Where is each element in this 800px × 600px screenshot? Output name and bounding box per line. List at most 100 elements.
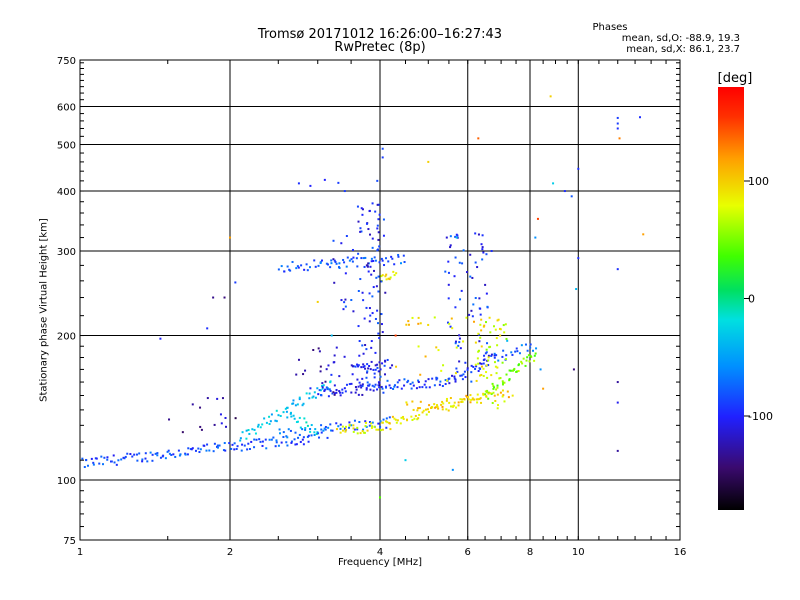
echo-point <box>477 332 480 335</box>
echo-point <box>309 428 312 431</box>
echo-point <box>361 291 364 294</box>
echo-point <box>172 453 175 456</box>
echo-point <box>480 318 483 321</box>
echo-point <box>381 147 384 150</box>
echo-point <box>385 278 388 281</box>
echo-point <box>250 440 253 443</box>
echo-point <box>286 416 289 419</box>
echo-point <box>442 364 445 367</box>
echo-point <box>419 373 422 376</box>
echo-point <box>453 401 456 404</box>
echo-point <box>462 373 465 376</box>
echo-point <box>577 257 580 260</box>
echo-point <box>471 276 474 279</box>
echo-point <box>366 370 369 373</box>
echo-point <box>395 421 398 424</box>
echo-point <box>400 416 403 419</box>
echo-point <box>314 265 317 268</box>
echo-point <box>436 404 439 407</box>
echo-point <box>393 274 396 277</box>
echo-point <box>358 421 361 424</box>
echo-point <box>305 421 308 424</box>
echo-point <box>403 378 406 381</box>
echo-point <box>388 416 391 419</box>
echo-point <box>484 390 487 393</box>
echo-point <box>316 431 319 434</box>
echo-point <box>378 213 381 216</box>
echo-point <box>359 432 362 435</box>
echo-point <box>475 365 478 368</box>
echo-point <box>199 406 202 409</box>
y-tick-label: 200 <box>57 332 76 343</box>
echo-point <box>516 350 519 353</box>
echo-point <box>357 220 360 223</box>
echo-point <box>476 398 479 401</box>
echo-point <box>348 421 351 424</box>
echo-point <box>481 246 484 249</box>
echo-point <box>359 230 362 233</box>
echo-point <box>308 266 311 269</box>
echo-point <box>436 377 439 380</box>
echo-point <box>487 397 490 400</box>
echo-point <box>496 384 499 387</box>
echo-point <box>224 425 227 428</box>
echo-point <box>297 436 300 439</box>
echo-point <box>355 257 358 260</box>
echo-point <box>461 398 464 401</box>
echo-point <box>639 116 642 119</box>
echo-point <box>277 268 280 271</box>
echo-point <box>323 389 326 392</box>
echo-point <box>447 283 450 286</box>
echo-point <box>179 453 182 456</box>
echo-point <box>370 360 373 363</box>
echo-point <box>187 447 190 450</box>
echo-point <box>279 432 282 435</box>
echo-point <box>425 386 428 389</box>
echo-point <box>292 402 295 405</box>
echo-point <box>482 392 485 395</box>
echo-point <box>317 347 320 350</box>
echo-point <box>302 373 305 376</box>
echo-point <box>427 378 430 381</box>
echo-point <box>417 316 420 319</box>
echo-point <box>293 417 296 420</box>
echo-point <box>335 428 338 431</box>
echo-point <box>529 343 532 346</box>
echo-point <box>370 426 373 429</box>
echo-point <box>364 344 367 347</box>
echo-point <box>253 438 256 441</box>
echo-point <box>223 442 226 445</box>
echo-point <box>374 210 377 213</box>
echo-point <box>455 236 458 239</box>
echo-point <box>507 396 510 399</box>
echo-point <box>480 401 483 404</box>
echo-point <box>415 387 418 390</box>
echo-point <box>245 437 248 440</box>
echo-point <box>320 431 323 434</box>
echo-point <box>363 431 366 434</box>
echo-point <box>287 428 290 431</box>
echo-point <box>303 417 306 420</box>
echo-point <box>421 411 424 414</box>
echo-point <box>454 340 457 343</box>
echo-point <box>382 391 385 394</box>
echo-point <box>360 207 363 210</box>
echo-point <box>520 344 523 347</box>
echo-point <box>184 453 187 456</box>
echo-point <box>453 375 456 378</box>
echo-point <box>361 377 364 380</box>
echo-point <box>499 391 502 394</box>
echo-point <box>356 265 359 268</box>
echo-point <box>478 367 481 370</box>
echo-point <box>277 444 280 447</box>
echo-point <box>414 414 417 417</box>
echo-point <box>397 253 400 256</box>
echo-point <box>268 423 271 426</box>
echo-point <box>312 395 315 398</box>
echo-point <box>514 350 517 353</box>
echo-point <box>371 384 374 387</box>
echo-point <box>474 261 477 264</box>
echo-point <box>466 368 469 371</box>
echo-point <box>418 413 421 416</box>
echo-point <box>345 428 348 431</box>
